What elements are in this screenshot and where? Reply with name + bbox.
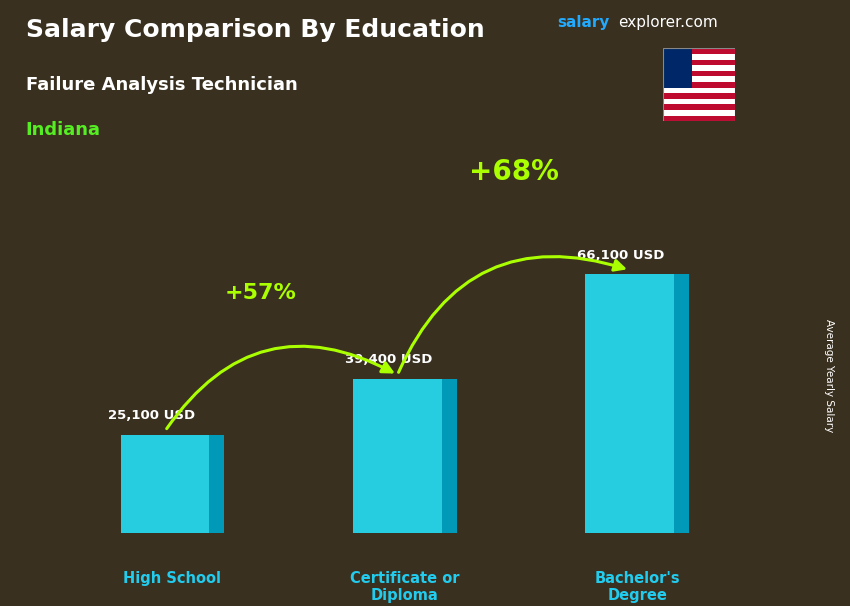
Text: 39,400 USD: 39,400 USD	[344, 353, 432, 366]
Text: Salary Comparison By Education: Salary Comparison By Education	[26, 18, 484, 42]
Bar	[663, 59, 735, 65]
Bar	[663, 104, 735, 110]
Text: High School: High School	[123, 570, 222, 585]
Polygon shape	[674, 274, 689, 533]
Text: +57%: +57%	[224, 282, 296, 302]
Text: Average Yearly Salary: Average Yearly Salary	[824, 319, 834, 432]
Bar	[663, 116, 735, 121]
Bar	[663, 71, 735, 76]
Text: Bachelor's
Degree: Bachelor's Degree	[594, 570, 680, 603]
Bar	[353, 379, 442, 533]
Bar	[663, 110, 735, 116]
Polygon shape	[442, 379, 456, 533]
Bar	[663, 65, 735, 71]
Text: 25,100 USD: 25,100 USD	[108, 409, 196, 422]
Text: Certificate or
Diploma: Certificate or Diploma	[350, 570, 460, 603]
Text: Failure Analysis Technician: Failure Analysis Technician	[26, 76, 297, 94]
Text: 66,100 USD: 66,100 USD	[577, 248, 665, 262]
Bar	[663, 76, 735, 82]
Bar	[663, 93, 735, 99]
Bar	[663, 99, 735, 104]
Polygon shape	[209, 435, 224, 533]
Bar	[663, 88, 735, 93]
Text: salary: salary	[557, 15, 609, 30]
Bar	[663, 48, 692, 88]
Bar	[586, 274, 674, 533]
Text: explorer.com: explorer.com	[618, 15, 717, 30]
Text: +68%: +68%	[468, 158, 558, 186]
Bar	[663, 82, 735, 88]
Bar	[663, 54, 735, 59]
Bar	[663, 48, 735, 54]
Text: Indiana: Indiana	[26, 121, 100, 139]
Bar	[121, 435, 209, 533]
